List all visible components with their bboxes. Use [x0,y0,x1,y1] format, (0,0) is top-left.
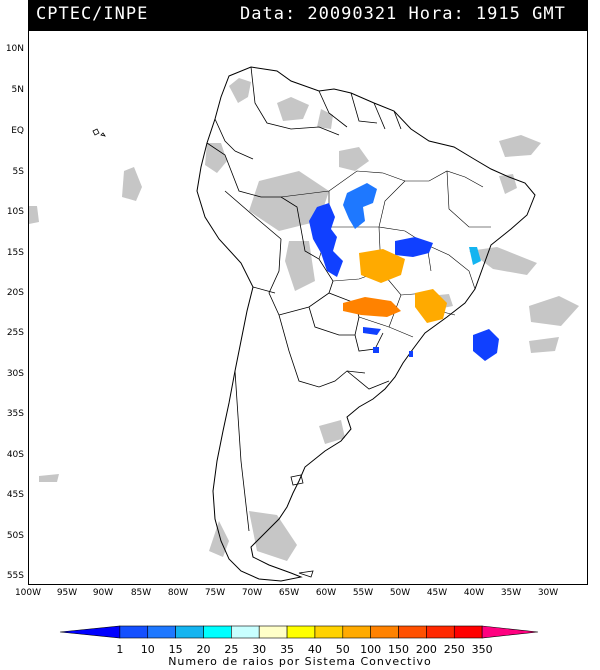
colorbar-swatch [426,625,455,639]
lat-label: 45S [6,490,24,500]
lon-label: 95W [56,588,78,598]
lat-label: EQ [11,126,24,136]
colorbar-swatch [342,625,371,639]
colorbar-swatch [258,625,288,639]
lat-label: 5N [11,85,24,95]
lon-label: 55W [352,588,374,598]
colorbar-swatch [231,625,260,639]
colorbar-tick-label: 350 [471,643,493,656]
colorbar-swatch [453,625,483,639]
lat-label: 25S [6,328,24,338]
lat-label: 5S [12,167,24,177]
colorbar-swatch [481,625,539,639]
colorbar-tick-label: 1 [116,643,124,656]
colorbar-tick-label: 30 [252,643,267,656]
colorbar-tick-label: 35 [280,643,295,656]
lat-label: 50S [6,531,24,541]
colorbar-tick-label: 40 [307,643,322,656]
lon-label: 30W [537,588,559,598]
lon-label: 70W [241,588,263,598]
map-panel [28,30,588,585]
lon-label: 50W [389,588,411,598]
colorbar-swatch [370,625,399,639]
convective-systems [309,183,499,361]
lat-label: 10S [6,207,24,217]
colorbar-swatch [59,625,121,639]
colorbar [59,625,539,639]
colorbar-swatch [119,625,149,639]
colorbar-swatch [147,625,176,639]
lon-label: 35W [500,588,522,598]
lon-label: 85W [130,588,152,598]
lon-label: 80W [167,588,189,598]
map-svg [29,66,579,582]
colorbar-swatch [398,625,427,639]
date-time-label: Data: 20090321 Hora: 1915 GMT [240,4,566,24]
colorbar-swatch [314,625,344,639]
colorbar-tick-label: 150 [388,643,410,656]
lon-label: 75W [204,588,226,598]
lat-label: 40S [6,450,24,460]
colorbar-tick-label: 200 [415,643,437,656]
lat-label: 20S [6,288,24,298]
agency-label: CPTEC/INPE [36,4,149,24]
colorbar-swatch [175,625,204,639]
lon-label: 100W [14,588,42,598]
title-bar: CPTEC/INPE Data: 20090321 Hora: 1915 GMT [28,0,588,30]
colorbar-tick-label: 250 [443,643,465,656]
lon-label: 40W [463,588,485,598]
lat-label: 55S [6,571,24,581]
colorbar-tick-label: 25 [224,643,239,656]
colorbar-caption: Numero de raios por Sistema Convectivo [168,655,432,668]
colorbar-tick-label: 15 [168,643,183,656]
lon-label: 45W [426,588,448,598]
continent-outline [196,66,536,582]
lat-label: 10N [5,44,24,54]
colorbar-tick-label: 100 [360,643,382,656]
country-borders [206,66,402,532]
lat-label: 30S [6,369,24,379]
colorbar-tick-label: 20 [196,643,211,656]
colorbar-tick-label: 50 [335,643,350,656]
colorbar-tick-label: 10 [140,643,155,656]
lat-label: 35S [6,409,24,419]
lon-label: 60W [315,588,337,598]
lon-label: 65W [278,588,300,598]
lon-label: 90W [92,588,114,598]
colorbar-swatch [286,625,316,639]
cloud-cover [29,78,579,561]
islands [92,128,314,578]
lat-label: 15S [6,248,24,258]
colorbar-swatch [203,625,232,639]
